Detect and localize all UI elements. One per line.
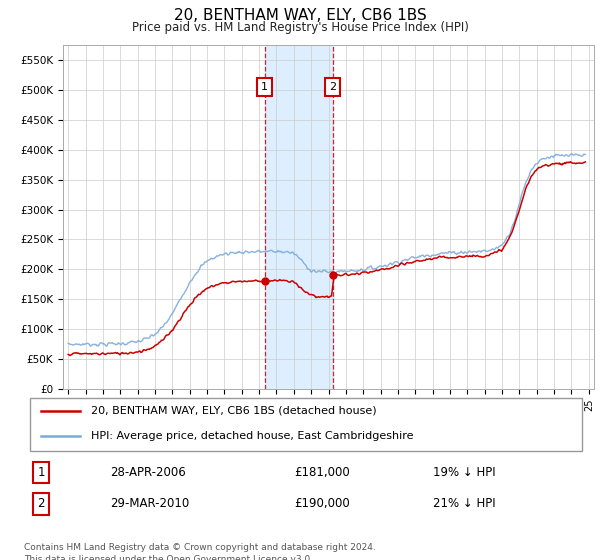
Text: 21% ↓ HPI: 21% ↓ HPI [433, 497, 496, 511]
FancyBboxPatch shape [30, 398, 582, 451]
Text: Contains HM Land Registry data © Crown copyright and database right 2024.
This d: Contains HM Land Registry data © Crown c… [24, 543, 376, 560]
Text: 2: 2 [37, 497, 45, 511]
Text: 20, BENTHAM WAY, ELY, CB6 1BS (detached house): 20, BENTHAM WAY, ELY, CB6 1BS (detached … [91, 406, 376, 416]
Text: £181,000: £181,000 [295, 466, 350, 479]
Text: HPI: Average price, detached house, East Cambridgeshire: HPI: Average price, detached house, East… [91, 431, 413, 441]
Text: 20, BENTHAM WAY, ELY, CB6 1BS: 20, BENTHAM WAY, ELY, CB6 1BS [173, 8, 427, 24]
Text: 19% ↓ HPI: 19% ↓ HPI [433, 466, 496, 479]
Text: Price paid vs. HM Land Registry's House Price Index (HPI): Price paid vs. HM Land Registry's House … [131, 21, 469, 34]
Text: 28-APR-2006: 28-APR-2006 [110, 466, 186, 479]
Text: 1: 1 [261, 82, 268, 92]
Text: 1: 1 [37, 466, 45, 479]
Text: 29-MAR-2010: 29-MAR-2010 [110, 497, 190, 511]
Text: £190,000: £190,000 [295, 497, 350, 511]
Bar [265, 45, 332, 389]
Text: 2: 2 [329, 82, 336, 92]
